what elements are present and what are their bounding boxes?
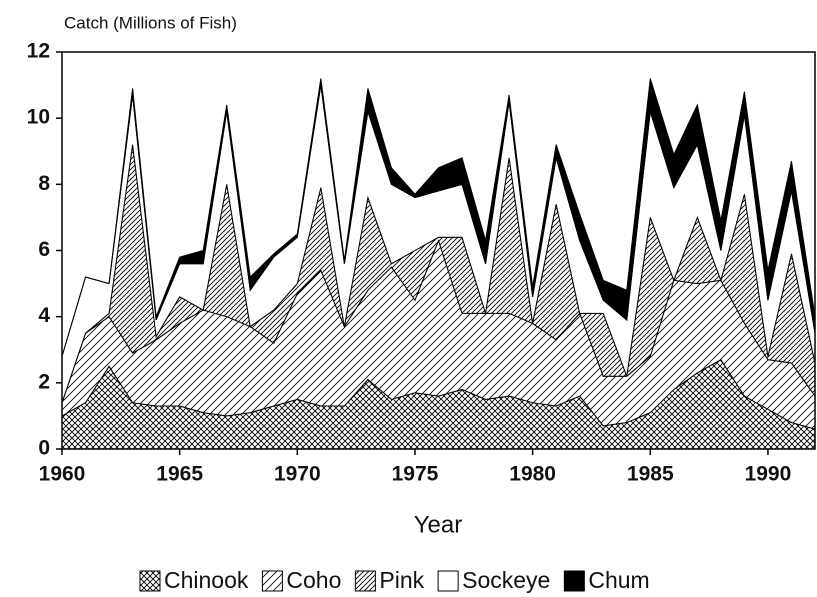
x-tick-label: 1990 [745, 463, 792, 486]
y-axis-label: Catch (Millions of Fish) [64, 13, 237, 32]
legend-label: Coho [286, 567, 341, 593]
x-tick-label: 1975 [392, 463, 439, 486]
y-tick-label: 6 [38, 238, 50, 261]
y-tick-label: 8 [38, 172, 50, 195]
legend-label: Chinook [164, 567, 249, 593]
x-tick-label: 1970 [274, 463, 321, 486]
x-tick-label: 1965 [156, 463, 203, 486]
y-tick-label: 12 [27, 40, 50, 63]
legend-label: Pink [379, 567, 424, 593]
legend-swatch [261, 570, 283, 592]
legend-label: Chum [588, 567, 649, 593]
legend-swatch [354, 570, 376, 592]
y-tick-label: 4 [38, 304, 50, 327]
legend-swatch [563, 570, 585, 592]
y-tick-label: 0 [38, 437, 50, 460]
x-tick-label: 1980 [509, 463, 556, 486]
x-axis-label: Year [414, 511, 463, 538]
x-tick-label: 1985 [627, 463, 674, 486]
y-tick-label: 2 [38, 370, 50, 393]
y-tick-label: 10 [27, 106, 50, 129]
legend-swatch [139, 570, 161, 592]
legend-swatch [437, 570, 459, 592]
legend-label: Sockeye [462, 567, 550, 593]
x-tick-label: 1960 [39, 463, 86, 486]
